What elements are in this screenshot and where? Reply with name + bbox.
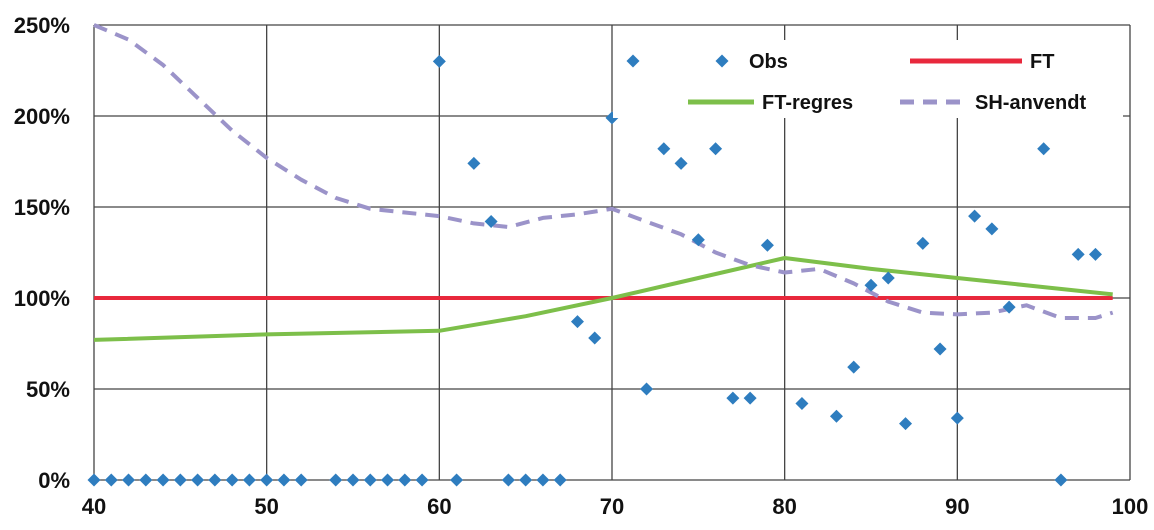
obs-point bbox=[1088, 247, 1102, 261]
series-line-ft-regres bbox=[93, 256, 1113, 342]
obs-point bbox=[501, 473, 515, 487]
legend-label: SH-anvendt bbox=[975, 92, 1086, 114]
y-tick-label: 250% bbox=[14, 13, 70, 38]
obs-point bbox=[346, 473, 360, 487]
x-tick-label: 90 bbox=[945, 494, 969, 519]
x-tick-label: 50 bbox=[254, 494, 278, 519]
obs-point bbox=[864, 278, 878, 292]
obs-point bbox=[519, 473, 533, 487]
obs-point bbox=[916, 236, 930, 250]
legend-label: FT-regres bbox=[762, 92, 853, 114]
x-tick-label: 100 bbox=[1112, 494, 1149, 519]
x-tick-label: 60 bbox=[427, 494, 451, 519]
obs-point bbox=[191, 473, 205, 487]
obs-point bbox=[588, 331, 602, 345]
series-line-sh-anvendt bbox=[93, 23, 1114, 320]
obs-point bbox=[484, 215, 498, 229]
y-tick-label: 0% bbox=[38, 468, 70, 493]
obs-point bbox=[933, 342, 947, 356]
legend: Obs FT FT-regres SH-anvendt bbox=[613, 40, 1123, 118]
obs-point bbox=[760, 238, 774, 252]
obs-point bbox=[899, 417, 913, 431]
obs-point bbox=[173, 473, 187, 487]
obs-point bbox=[657, 142, 671, 156]
x-tick-label: 80 bbox=[772, 494, 796, 519]
obs-point bbox=[553, 473, 567, 487]
y-tick-label: 50% bbox=[26, 377, 70, 402]
obs-point bbox=[1037, 142, 1051, 156]
obs-point bbox=[536, 473, 550, 487]
obs-point bbox=[398, 473, 412, 487]
y-tick-label: 150% bbox=[14, 195, 70, 220]
x-tick-label: 40 bbox=[82, 494, 106, 519]
obs-point bbox=[881, 271, 895, 285]
obs-point bbox=[1002, 300, 1016, 314]
obs-point bbox=[847, 360, 861, 374]
obs-point bbox=[795, 397, 809, 411]
obs-point bbox=[709, 142, 723, 156]
obs-point bbox=[640, 382, 654, 396]
obs-point bbox=[87, 473, 101, 487]
series-layer bbox=[87, 23, 1114, 487]
obs-point bbox=[829, 409, 843, 423]
y-tick-label: 100% bbox=[14, 286, 70, 311]
obs-point bbox=[104, 473, 118, 487]
obs-point bbox=[156, 473, 170, 487]
obs-point bbox=[674, 156, 688, 170]
obs-point bbox=[691, 233, 705, 247]
obs-point bbox=[968, 209, 982, 223]
x-tick-label: 70 bbox=[600, 494, 624, 519]
obs-point bbox=[242, 473, 256, 487]
obs-point bbox=[363, 473, 377, 487]
legend-marker-obs bbox=[626, 54, 640, 68]
obs-point bbox=[1071, 247, 1085, 261]
obs-point bbox=[450, 473, 464, 487]
obs-point bbox=[570, 315, 584, 329]
obs-point bbox=[208, 473, 222, 487]
obs-point bbox=[950, 411, 964, 425]
obs-point bbox=[467, 156, 481, 170]
tick-labels: 0% 50% 100% 150% 200% 250% 40 50 60 70 80 90 100 bbox=[14, 13, 1149, 519]
legend-box bbox=[613, 40, 1123, 118]
legend-marker-obs bbox=[715, 54, 729, 68]
obs-point bbox=[139, 473, 153, 487]
obs-point bbox=[277, 473, 291, 487]
legend-label: FT bbox=[1030, 51, 1054, 73]
obs-point bbox=[225, 473, 239, 487]
obs-point bbox=[329, 473, 343, 487]
obs-point bbox=[294, 473, 308, 487]
obs-point bbox=[726, 391, 740, 405]
obs-point bbox=[1054, 473, 1068, 487]
obs-point bbox=[985, 222, 999, 236]
obs-point bbox=[415, 473, 429, 487]
legend-label: Obs bbox=[749, 51, 788, 73]
obs-point bbox=[260, 473, 274, 487]
obs-point bbox=[122, 473, 136, 487]
obs-point bbox=[432, 54, 446, 68]
obs-point bbox=[743, 391, 757, 405]
obs-point bbox=[381, 473, 395, 487]
y-tick-label: 200% bbox=[14, 104, 70, 129]
